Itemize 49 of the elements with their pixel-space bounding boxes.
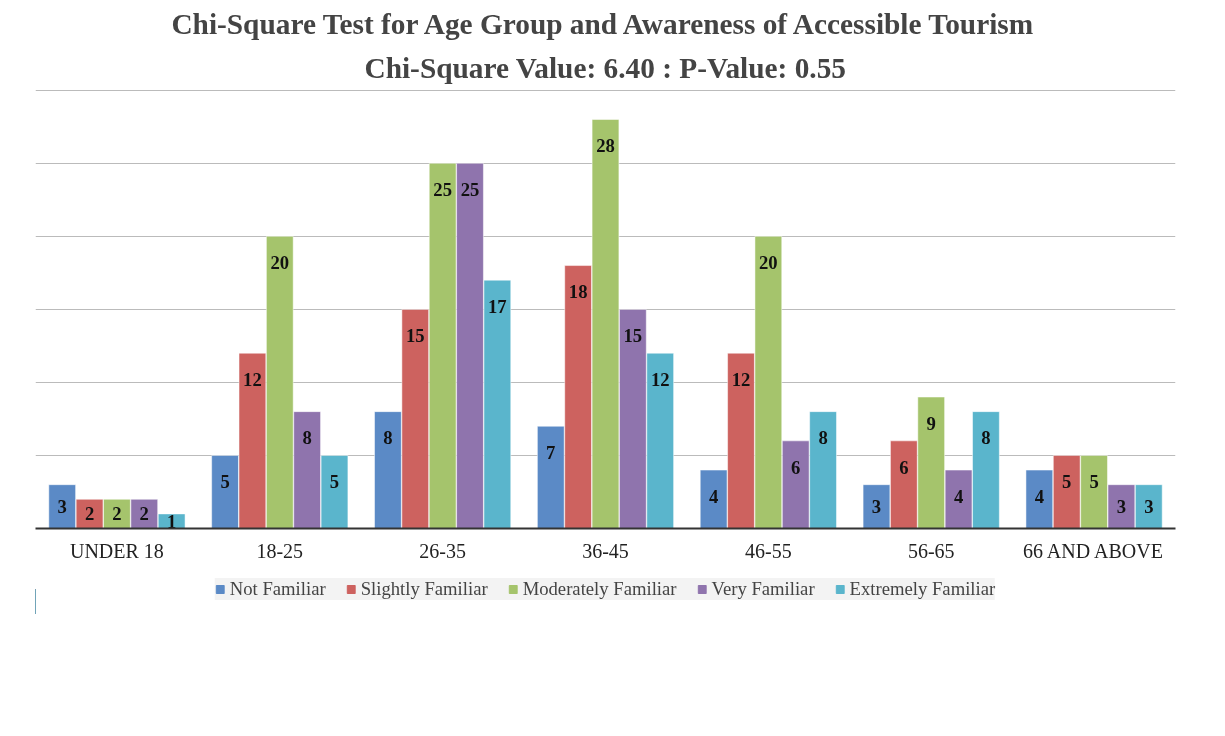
data-label: 3 (871, 496, 882, 518)
data-label: 1 (166, 510, 177, 532)
legend-label: Not Familiar (229, 578, 326, 600)
x-tick-label: 26-35 (419, 539, 466, 562)
chart-subtitle: Chi-Square Value: 6.40 : P-Value: 0.55 (364, 51, 847, 84)
x-tick-label: 18-25 (256, 539, 304, 562)
data-label: 15 (623, 325, 643, 347)
x-tick-label: 56-65 (907, 539, 955, 562)
data-label: 2 (139, 503, 149, 525)
data-label: 18 (568, 281, 588, 303)
data-label: 5 (220, 471, 230, 493)
data-label: 3 (57, 496, 67, 518)
data-label: 12 (731, 369, 751, 390)
data-label: 20 (759, 252, 778, 274)
data-label: 20 (270, 252, 290, 274)
data-label: 5 (329, 471, 340, 493)
data-label: 6 (791, 456, 801, 478)
data-label: 15 (405, 325, 425, 347)
x-tick-label: UNDER 18 (69, 539, 164, 562)
x-tick-label: 46-55 (745, 539, 792, 562)
data-label: 2 (84, 503, 95, 525)
chart-title: Chi-Square Test for Age Group and Awareness of Accessible Tourism (171, 7, 1034, 40)
x-tick-label: 66 AND ABOVE (1022, 539, 1163, 562)
legend-label: Very Familiar (711, 578, 815, 600)
data-label: 4 (708, 485, 719, 507)
data-label: 12 (243, 369, 262, 390)
data-label: 8 (302, 427, 312, 449)
data-label: 28 (596, 135, 615, 157)
data-label: 5 (1089, 471, 1099, 493)
data-label: 4 (953, 485, 964, 507)
data-label: 7 (546, 442, 556, 464)
data-label: 8 (981, 427, 991, 449)
x-tick-label: 36-45 (582, 539, 629, 562)
data-label: 3 (1116, 496, 1127, 518)
data-label: 6 (899, 456, 909, 478)
data-label: 8 (818, 427, 828, 449)
data-label: 9 (926, 412, 936, 434)
data-label: 25 (433, 179, 452, 201)
data-label: 12 (650, 369, 670, 390)
data-label: 2 (112, 503, 122, 525)
data-label: 17 (488, 295, 507, 317)
data-label: 5 (1062, 471, 1072, 493)
legend-label: Moderately Familiar (522, 578, 677, 600)
legend-label: Slightly Familiar (360, 578, 488, 600)
data-label: 3 (1144, 496, 1154, 518)
data-label: 8 (383, 427, 393, 449)
data-label: 25 (460, 179, 480, 201)
data-label: 4 (1034, 485, 1045, 507)
legend-label: Extremely Familiar (849, 578, 996, 600)
